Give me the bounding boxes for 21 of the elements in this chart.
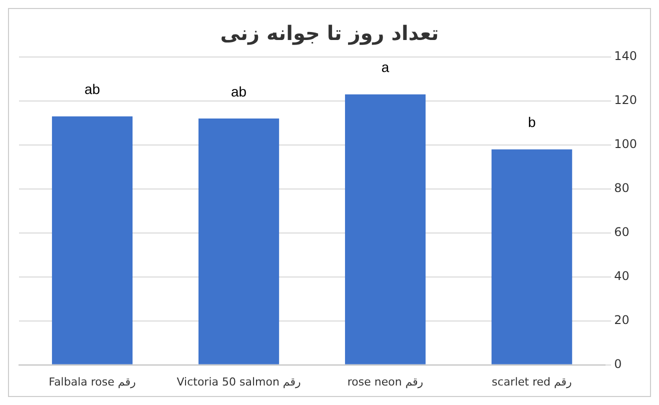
y-tick-label: 100 <box>614 137 637 152</box>
x-tick-label: scarlet red رقم <box>492 375 572 388</box>
y-tick-label: 60 <box>614 225 630 240</box>
bar <box>52 116 133 364</box>
annotation: ab <box>84 81 100 98</box>
x-tick-label: Victoria 50 salmon رقم <box>176 375 301 388</box>
y-tick-label: 0 <box>614 356 622 371</box>
annotation: a <box>381 59 390 76</box>
y-tick-label: 40 <box>614 268 630 283</box>
x-tick-label: Falbala rose رقم <box>48 375 136 388</box>
bar <box>492 149 572 364</box>
y-tick-label: 80 <box>614 181 630 196</box>
annotation: ab <box>230 83 247 100</box>
chart-title: تعداد روز تا جوانه زنی <box>220 21 439 46</box>
y-tick-label: 140 <box>614 49 637 64</box>
x-tick-label: rose neon رقم <box>347 375 424 388</box>
annotation: b <box>528 114 536 130</box>
y-tick-label: 20 <box>614 312 630 327</box>
bar <box>345 94 426 364</box>
bar <box>198 118 280 364</box>
y-tick-label: 120 <box>614 93 637 108</box>
